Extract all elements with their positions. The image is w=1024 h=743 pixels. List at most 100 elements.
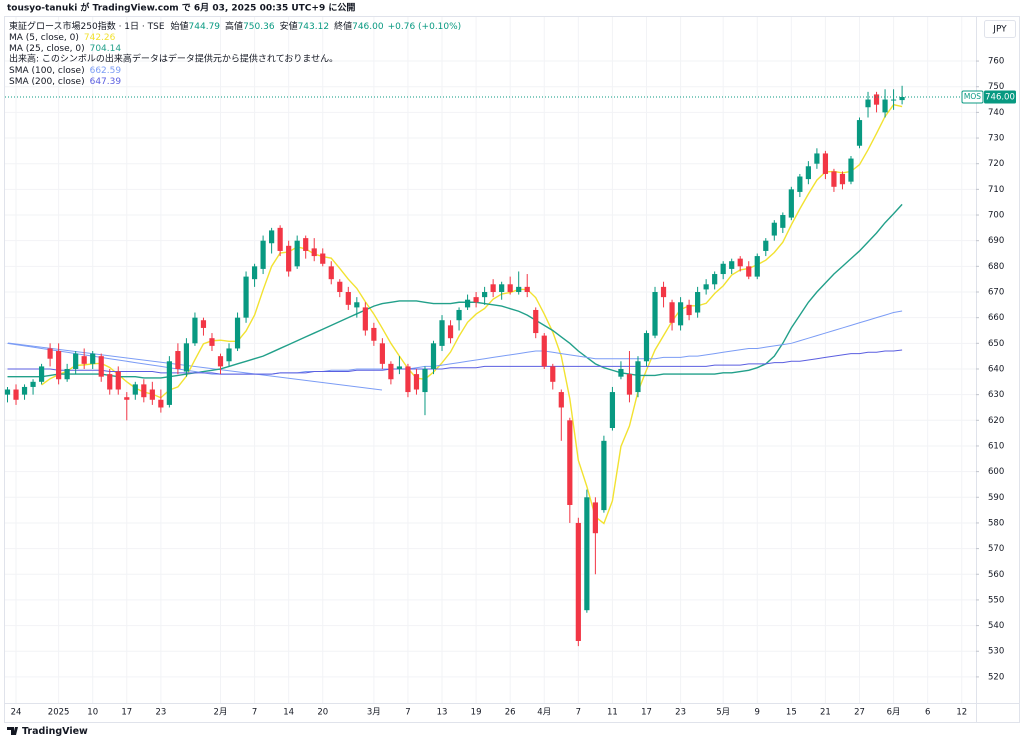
candle-body [388, 363, 394, 380]
candle-body [311, 248, 317, 257]
x-tick-label: 2月 [214, 708, 228, 718]
x-tick-label: 23 [155, 708, 166, 718]
candle-body [303, 238, 309, 251]
candle-body [30, 381, 36, 387]
candle-body [447, 325, 454, 339]
currency[interactable]: JPY [992, 25, 1007, 35]
y-tick-label: 590 [988, 493, 1004, 503]
candle-body [899, 96, 905, 101]
x-tick-label: 6 [925, 708, 930, 718]
candle-body [703, 284, 709, 290]
candle-body [831, 171, 837, 187]
y-tick-label: 570 [988, 544, 1004, 554]
ohlc-value: 743.12 [298, 22, 330, 32]
candle-body [345, 292, 351, 305]
candle-body [712, 274, 718, 285]
y-tick-label: 680 [988, 262, 1004, 272]
currency-box[interactable] [984, 20, 1016, 38]
x-tick-label: 5月 [716, 708, 730, 718]
indicator-name: SMA (100, close) [9, 66, 85, 76]
candle-body [754, 256, 760, 277]
indicator-line [7, 203, 903, 379]
candle-body [601, 440, 607, 511]
candle-body [746, 266, 752, 277]
symbol-title: 東証グロース市場250指数 · 1日 · TSE [9, 20, 165, 32]
candle-body [192, 317, 198, 344]
x-tick-label: 27 [854, 708, 865, 718]
candle-body [609, 392, 616, 428]
publisher-note: tousyo-tanuki が TradingView.com で 6月 03,… [7, 2, 355, 14]
candle-body [141, 384, 147, 398]
candle-body [771, 222, 777, 236]
y-tick-label: 540 [988, 621, 1004, 631]
candle-body [226, 348, 232, 362]
x-tick-label: 15 [786, 708, 797, 718]
candle-body [626, 374, 633, 395]
y-tick-label: 730 [988, 134, 1004, 144]
candle-body [183, 343, 190, 372]
candle-body [720, 263, 726, 275]
candle-body [320, 253, 326, 264]
candle-body [695, 292, 701, 313]
chart-frame [4, 16, 1020, 723]
candle-body [499, 284, 505, 292]
candle-body [56, 351, 62, 380]
candle-body [618, 368, 624, 377]
candle-body [38, 366, 45, 382]
candle-body [533, 309, 539, 334]
volume-note: 出来高: このシンボルの出来高データはデータ提供元から提供されておりません。 [9, 53, 338, 65]
candle-body [362, 307, 368, 331]
x-tick-label: 6月 [887, 708, 901, 718]
candle-body [763, 240, 769, 251]
candle-body [567, 420, 573, 505]
candle-body [413, 374, 420, 390]
x-tick-label: 24 [11, 708, 22, 718]
y-tick-label: 620 [988, 416, 1004, 426]
candle-body [482, 292, 488, 298]
y-tick-label: 740 [988, 108, 1004, 118]
grid [5, 17, 976, 703]
y-tick-label: 720 [988, 159, 1004, 169]
y-tick-label: 530 [988, 647, 1004, 657]
candle-body [660, 286, 667, 298]
candle-body [652, 292, 658, 336]
candle-body [507, 284, 513, 292]
x-tick-label: 17 [121, 708, 132, 718]
candle-body [47, 348, 53, 359]
candle-body [490, 284, 496, 292]
y-tick-label: 690 [988, 236, 1004, 246]
candle-body [396, 366, 403, 369]
candle-body [635, 361, 641, 393]
y-tick-label: 550 [988, 595, 1004, 605]
indicator-legend-item: SMA (100, close) 662.59 [9, 66, 121, 76]
x-tick-label: 7 [252, 708, 257, 718]
candle-body [251, 266, 258, 280]
candle-body [149, 389, 155, 400]
candle-body [464, 299, 471, 308]
candle-body [115, 371, 121, 390]
ohlc-label: 高値 [225, 20, 243, 32]
candle-body [822, 153, 829, 174]
candle-body [158, 399, 164, 408]
candle-body [200, 320, 207, 328]
candle-body [13, 389, 19, 400]
indicator-value: 704.14 [90, 44, 122, 54]
y-tick-label: 600 [988, 467, 1004, 477]
candle-body [81, 356, 87, 364]
candle-body [516, 286, 522, 292]
ohlc-label: 始値 [171, 20, 189, 32]
y-tick-label: 650 [988, 339, 1004, 349]
y-tick-label: 640 [988, 364, 1004, 374]
y-tick-label: 670 [988, 288, 1004, 298]
candle-body [541, 335, 547, 367]
y-tick-label: 580 [988, 518, 1004, 528]
ohlc-label: 終値 [334, 20, 352, 32]
candle-body [550, 366, 556, 382]
x-tick-label: 3月 [367, 708, 381, 718]
candle-body [379, 343, 385, 364]
candle-body [439, 320, 445, 346]
brand-logo [7, 727, 18, 735]
candle-body [234, 317, 241, 349]
